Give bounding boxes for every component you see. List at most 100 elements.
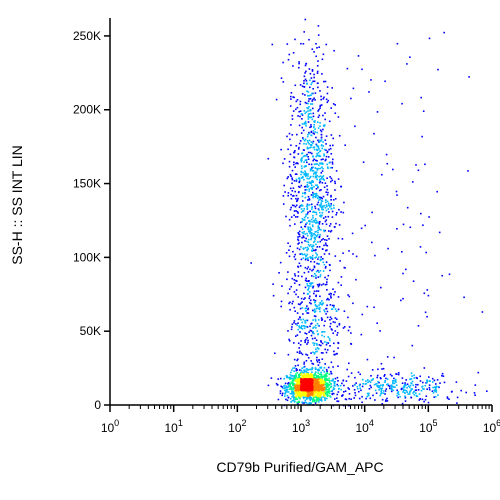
event-dot	[329, 345, 331, 347]
event-dot	[365, 397, 367, 400]
event-dot	[434, 386, 436, 388]
event-dot	[315, 143, 318, 146]
event-dot	[312, 196, 314, 199]
event-dot	[320, 203, 322, 206]
event-dot	[316, 375, 318, 378]
event-dot	[317, 389, 320, 392]
event-dot	[297, 379, 299, 382]
event-dot	[326, 150, 329, 153]
event-dot	[330, 317, 333, 320]
event-dot	[331, 216, 334, 218]
event-dot	[348, 326, 351, 328]
event-dot	[310, 233, 313, 236]
event-dot	[288, 255, 291, 258]
event-dot	[300, 374, 302, 376]
event-dot	[322, 238, 324, 240]
event-dot	[371, 369, 374, 371]
event-dot	[306, 161, 308, 164]
event-dot	[422, 110, 425, 112]
event-dot	[441, 372, 444, 375]
event-dot	[315, 235, 318, 238]
event-dot	[426, 289, 429, 291]
event-dot	[317, 364, 320, 366]
event-dot	[297, 377, 299, 380]
event-dot	[323, 186, 326, 189]
event-dot	[392, 382, 394, 385]
event-dot	[325, 239, 328, 241]
event-dot	[316, 380, 318, 382]
event-dot	[292, 300, 294, 303]
event-dot	[302, 374, 305, 377]
event-dot	[314, 159, 317, 162]
event-dot	[297, 328, 299, 331]
event-dot	[331, 161, 334, 163]
event-dot	[305, 70, 307, 73]
event-dot	[298, 191, 300, 193]
event-dot	[303, 155, 306, 157]
event-dot	[303, 380, 305, 382]
event-dot	[315, 220, 318, 222]
event-dot	[310, 227, 312, 230]
event-dot	[327, 167, 329, 170]
event-dot	[323, 179, 325, 181]
event-dot	[380, 392, 382, 395]
event-dot	[304, 175, 307, 178]
event-dot	[313, 249, 315, 252]
event-dot	[330, 328, 333, 330]
event-dot	[428, 384, 431, 386]
event-dot	[331, 166, 333, 169]
event-dot	[392, 389, 395, 392]
event-dot	[320, 344, 322, 347]
event-dot	[331, 163, 334, 165]
event-dot	[332, 379, 334, 382]
event-dot	[303, 82, 305, 85]
event-dot	[345, 380, 348, 382]
event-dot	[385, 388, 388, 390]
event-dot	[319, 211, 321, 214]
event-dot	[313, 126, 315, 129]
event-dot	[306, 395, 309, 397]
event-dot	[319, 215, 321, 217]
event-dot	[304, 286, 307, 289]
event-dot	[323, 383, 325, 385]
event-dot	[293, 342, 295, 344]
event-dot	[313, 352, 316, 354]
event-dot	[336, 325, 339, 328]
event-dot	[310, 244, 312, 246]
event-dot	[336, 376, 339, 379]
event-dot	[309, 230, 312, 233]
event-dot	[294, 150, 296, 152]
event-dot	[300, 173, 302, 176]
event-dot	[299, 307, 302, 310]
event-dot	[307, 241, 310, 243]
event-dot	[433, 396, 435, 398]
event-dot	[301, 237, 303, 239]
event-dot	[286, 391, 288, 393]
event-dot	[279, 377, 282, 380]
event-dot	[312, 169, 315, 172]
event-dot	[309, 299, 312, 302]
event-dot	[304, 332, 306, 334]
event-dot	[326, 200, 329, 203]
event-dot	[316, 72, 319, 74]
event-dot	[321, 206, 323, 209]
event-dot	[315, 384, 318, 387]
event-dot	[316, 392, 319, 395]
event-dot	[307, 195, 310, 198]
event-dot	[419, 380, 422, 382]
event-dot	[285, 252, 288, 254]
event-dot	[301, 205, 304, 207]
event-dot	[319, 388, 321, 390]
event-dot	[315, 196, 317, 199]
event-dot	[311, 69, 314, 71]
event-dot	[413, 393, 416, 396]
event-dot	[319, 393, 322, 396]
event-dot	[282, 195, 285, 197]
event-dot	[300, 385, 302, 387]
event-dot	[303, 178, 305, 181]
event-dot	[297, 374, 300, 377]
event-dot	[322, 53, 325, 56]
event-dot	[341, 238, 344, 240]
event-dot	[329, 147, 332, 150]
event-dot	[434, 388, 437, 391]
